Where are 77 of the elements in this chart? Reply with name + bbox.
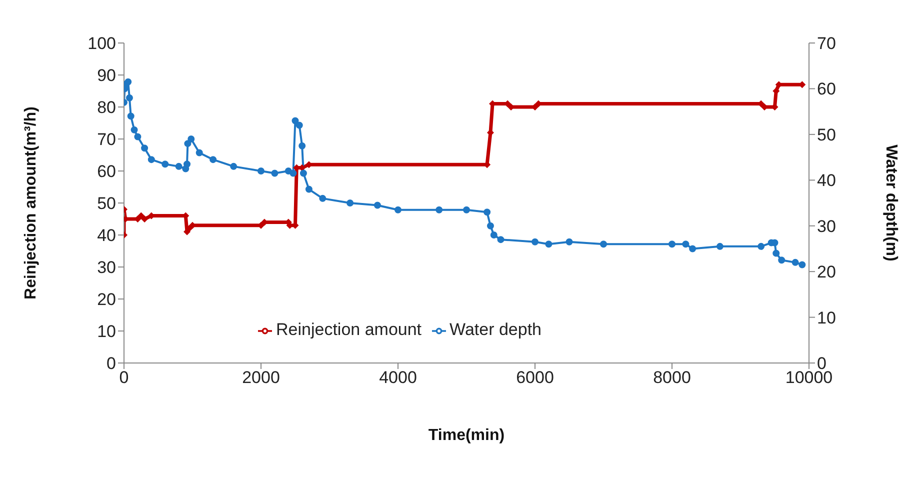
point [600,240,607,248]
y2-tick-label: 70 [817,34,836,54]
point [798,261,806,268]
point [184,140,192,148]
x-tick-label: 10000 [785,368,833,388]
point [271,170,278,177]
x-tick-label: 8000 [653,368,691,388]
point [138,212,145,220]
point [141,144,148,152]
legend-label: Reinjection amount [276,320,422,339]
y2-axis-title: Water depth(m) [882,144,900,262]
y2-tick-label: 20 [817,262,836,282]
y-tick-label: 100 [88,34,116,54]
point [486,222,494,230]
y2-tick-label: 30 [817,216,836,236]
point [296,122,303,129]
y2-tick-label: 60 [817,80,836,99]
point [141,216,148,222]
y-tick-label: 0 [106,354,116,374]
x-tick-label: 0 [119,368,129,388]
y-tick-label: 80 [97,98,116,118]
point [374,202,381,209]
point [210,156,217,164]
point [778,256,786,264]
point [300,170,307,177]
y-tick-label: 50 [97,194,116,214]
y-tick-label: 40 [97,226,116,246]
point [184,160,191,168]
point [545,240,552,248]
point [490,232,498,238]
point [758,242,765,250]
legend-label: Water depth [450,320,542,339]
x-axis-title: Time(min) [428,427,505,444]
point [124,78,132,86]
y2-tick-label: 10 [817,308,836,328]
point [162,160,169,168]
point [298,142,306,150]
point [463,206,470,214]
y-tick-label: 20 [97,290,116,310]
y2-tick-label: 40 [817,171,836,190]
point [290,170,297,177]
x-tick-label: 4000 [379,368,417,388]
point [772,250,780,257]
point [532,238,538,246]
point [230,162,238,170]
point [566,238,573,246]
point [292,117,299,124]
point [126,94,133,102]
y-tick-label: 60 [97,162,116,182]
y-tick-label: 90 [97,66,116,86]
point [134,133,142,140]
point [188,136,195,142]
x-tick-label: 6000 [516,368,554,388]
point [130,126,138,134]
y-tick-label: 10 [97,322,116,342]
y-tick-label: 30 [97,258,116,278]
point [682,240,690,248]
point [305,186,312,193]
point [175,162,182,170]
point [668,240,676,248]
point [716,242,724,250]
point [319,194,326,202]
y-tick-label: 70 [97,130,116,150]
point [394,206,402,214]
point [148,156,155,164]
point [689,245,696,252]
point [497,236,504,244]
x-tick-label: 2000 [242,368,280,388]
y-axis-title: Reinjection amount(m³/h) [22,106,40,300]
point [346,200,354,206]
y2-tick-label: 50 [817,125,836,144]
point [196,149,203,156]
point [436,206,443,214]
point [484,208,491,216]
point [792,258,799,266]
point [127,112,134,120]
point [258,168,264,174]
